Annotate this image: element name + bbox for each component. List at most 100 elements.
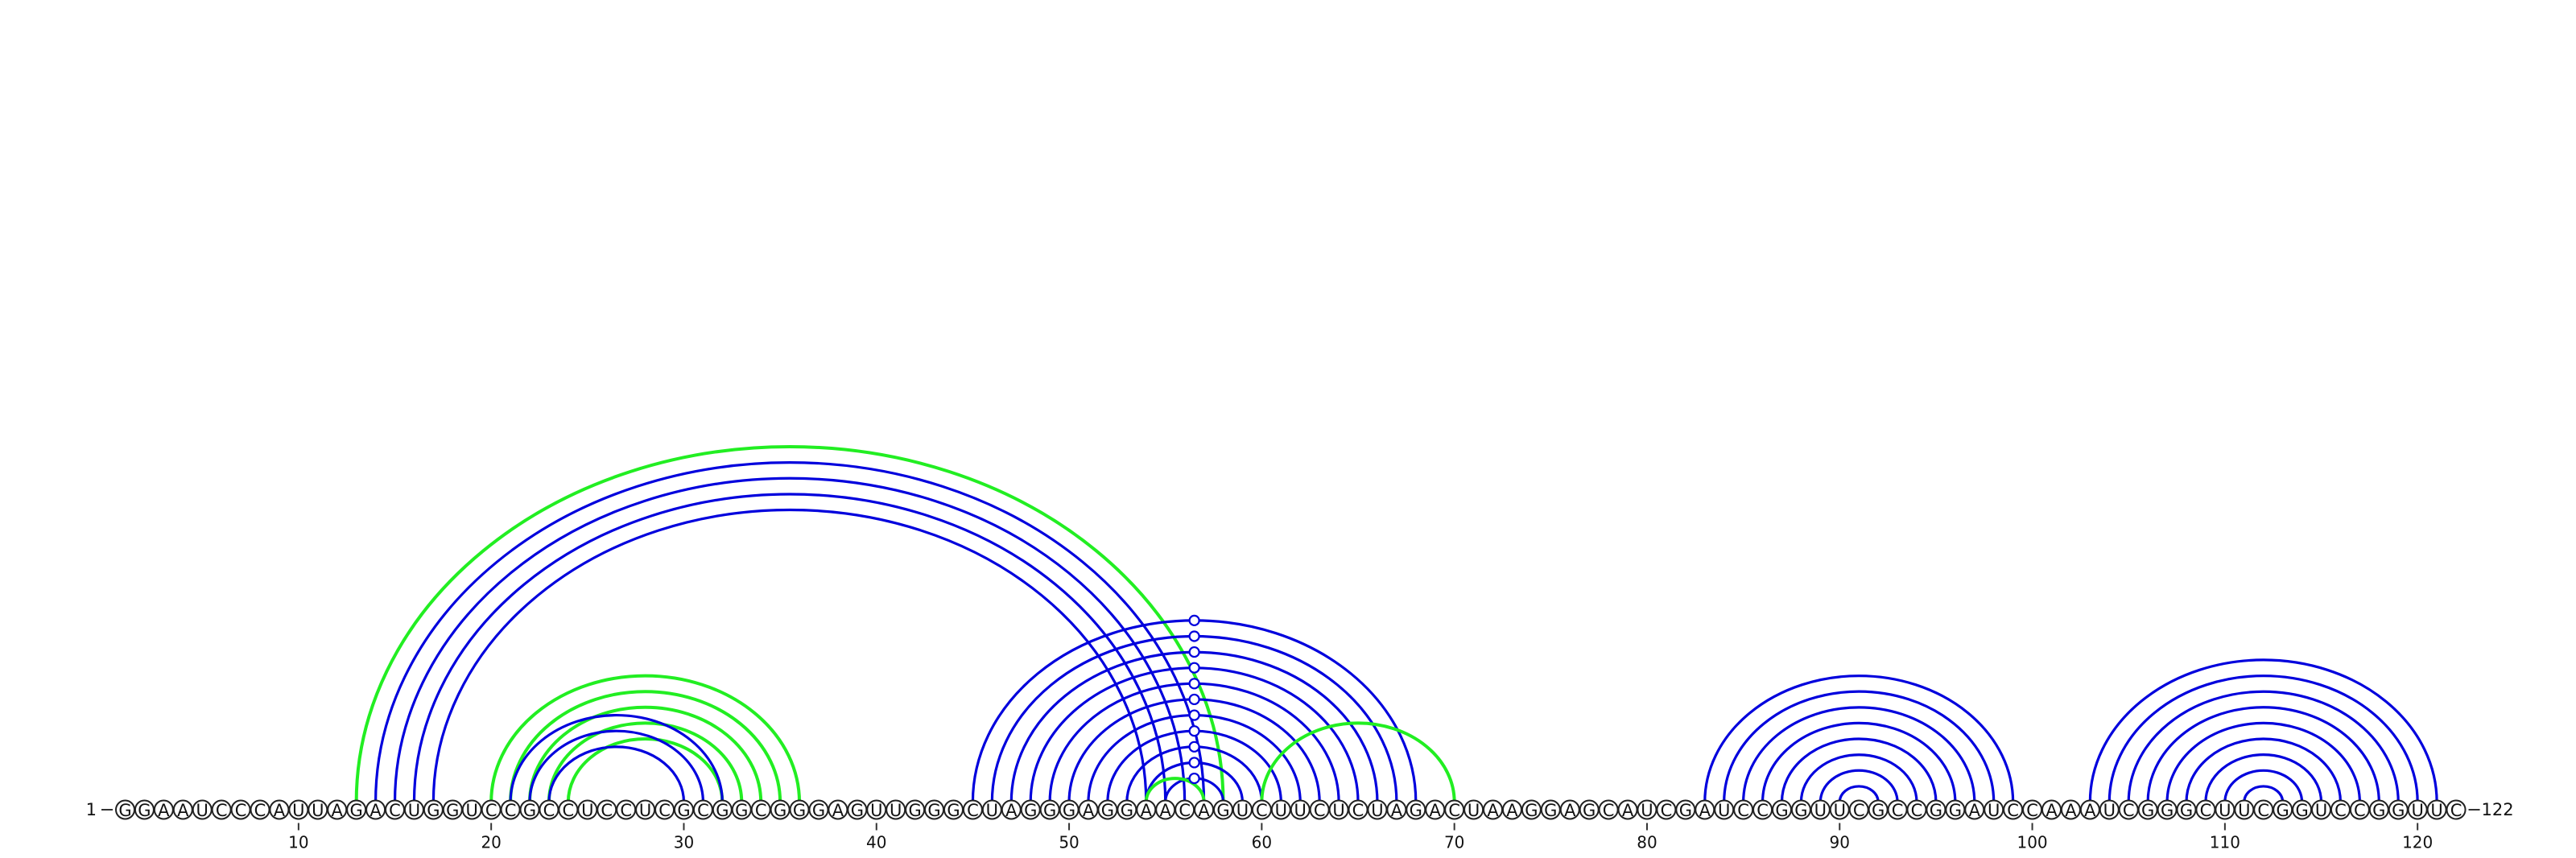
nucleotide: G <box>1213 799 1234 820</box>
nucleotide-letter: C <box>2257 801 2269 820</box>
nucleotide-letter: C <box>1352 801 1364 820</box>
nucleotide: U <box>635 799 656 820</box>
nucleotide-letter: U <box>2430 801 2442 820</box>
loop-marker <box>1188 630 1200 642</box>
nucleotide-letter: G <box>1872 801 1885 820</box>
nucleotide: A <box>1194 799 1215 820</box>
nucleotide: A <box>1136 799 1157 820</box>
nucleotide: C <box>1906 799 1927 820</box>
nucleotide: C <box>500 799 521 820</box>
nucleotide: C <box>558 799 579 820</box>
nucleotide: C <box>250 799 270 820</box>
nucleotide-letter: G <box>2161 801 2174 820</box>
nucleotide: G <box>673 799 694 820</box>
nucleotide: G <box>134 799 155 820</box>
nucleotide: A <box>153 799 174 820</box>
nucleotide-letter: A <box>369 801 382 820</box>
nucleotide-letter: G <box>1024 801 1037 820</box>
nucleotide: C <box>597 799 617 820</box>
nucleotide-letter: A <box>1160 801 1172 820</box>
nucleotide: A <box>1695 799 1715 820</box>
tick-label: 90 <box>1830 833 1850 852</box>
nucleotide-letter: G <box>812 801 825 820</box>
nucleotide: C <box>2330 799 2351 820</box>
nucleotide: C <box>1174 799 1195 820</box>
nucleotide: U <box>1637 799 1657 820</box>
tick-label: 100 <box>2017 833 2047 852</box>
nucleotide-letter: G <box>523 801 536 820</box>
nucleotide-letter: U <box>2238 801 2250 820</box>
nucleotide-letter: G <box>2392 801 2405 820</box>
nucleotide: U <box>1290 799 1311 820</box>
nucleotide-letter: C <box>216 801 228 820</box>
nucleotide-letter: U <box>890 801 902 820</box>
nucleotide-letter: C <box>1314 801 1326 820</box>
tick-label: 40 <box>866 833 886 852</box>
nucleotide-letter: U <box>196 801 208 820</box>
nucleotide: C <box>2253 799 2274 820</box>
nucleotide-letter: C <box>601 801 613 820</box>
base-pair-arc-21-35 <box>509 690 782 802</box>
nucleotide: G <box>2157 799 2178 820</box>
nucleotide-letter: A <box>1487 801 1499 820</box>
nucleotide-letter: A <box>274 801 286 820</box>
tick-label: 50 <box>1059 833 1079 852</box>
nucleotide-letter: A <box>158 801 170 820</box>
nucleotide: C <box>211 799 232 820</box>
nucleotide: C <box>2446 799 2467 820</box>
base-pair-arc-16-55 <box>412 493 1167 802</box>
nucleotide-letter: C <box>1661 801 1673 820</box>
nucleotide-letter: C <box>697 801 709 820</box>
nucleotide-letter: G <box>1775 801 1788 820</box>
loop-marker <box>1188 725 1200 737</box>
tick-label: 110 <box>2210 833 2240 852</box>
nucleotide: U <box>2234 799 2255 820</box>
nucleotide-letter: C <box>1737 801 1749 820</box>
nucleotide-letter: G <box>947 801 960 820</box>
nucleotide-letter: C <box>235 801 247 820</box>
nucleotide-letter: U <box>2315 801 2327 820</box>
nucleotide-letter: A <box>1430 801 1442 820</box>
nucleotide: G <box>1771 799 1792 820</box>
nucleotide: A <box>1617 799 1638 820</box>
loop-marker <box>1188 678 1200 690</box>
nucleotide-letter: C <box>2026 801 2038 820</box>
nucleotide: U <box>1714 799 1735 820</box>
nucleotide: G <box>1521 799 1542 820</box>
base-pair-arc-88-94 <box>1799 753 1918 802</box>
nucleotide: A <box>327 799 348 820</box>
nucleotide-letter: U <box>1371 801 1383 820</box>
nucleotide: U <box>1984 799 2004 820</box>
nucleotide-letter: G <box>2295 801 2308 820</box>
nucleotide: G <box>423 799 444 820</box>
nucleotide: A <box>2079 799 2100 820</box>
nucleotide: C <box>1752 799 1773 820</box>
nucleotide: G <box>346 799 367 820</box>
nucleotide: C <box>1251 799 1272 820</box>
nucleotide-letter: U <box>1332 801 1344 820</box>
nucleotide-letter: C <box>1179 801 1191 820</box>
nucleotide-letter: G <box>1410 801 1422 820</box>
base-pair-arc-23-33 <box>547 721 744 802</box>
nucleotide-letter: G <box>1794 801 1807 820</box>
base-pair-arc-54-57 <box>1144 777 1206 802</box>
base-pair-arc-110-114 <box>2223 769 2304 802</box>
nucleotide-letter: C <box>658 801 671 820</box>
loop-marker <box>1188 709 1200 721</box>
nucleotide: A <box>1078 799 1099 820</box>
nucleotide-letter: C <box>967 801 979 820</box>
nucleotide-letter: U <box>408 801 420 820</box>
nucleotide: G <box>2273 799 2293 820</box>
tick-label: 30 <box>674 833 694 852</box>
nucleotide-letter: C <box>2123 801 2135 820</box>
base-pair-arc-89-93 <box>1818 769 1899 802</box>
nucleotide: U <box>1232 799 1253 820</box>
nucleotide: G <box>924 799 945 820</box>
nucleotide-letter: G <box>774 801 786 820</box>
nucleotide-letter: C <box>2200 801 2212 820</box>
position-axis: 10 20 30 40 50 60 70 80 90 100 110 120 <box>288 823 2433 852</box>
base-pair-arc-104-120 <box>2107 674 2419 802</box>
base-pair-arc-90-92 <box>1838 785 1880 802</box>
nucleotide: C <box>1733 799 1754 820</box>
